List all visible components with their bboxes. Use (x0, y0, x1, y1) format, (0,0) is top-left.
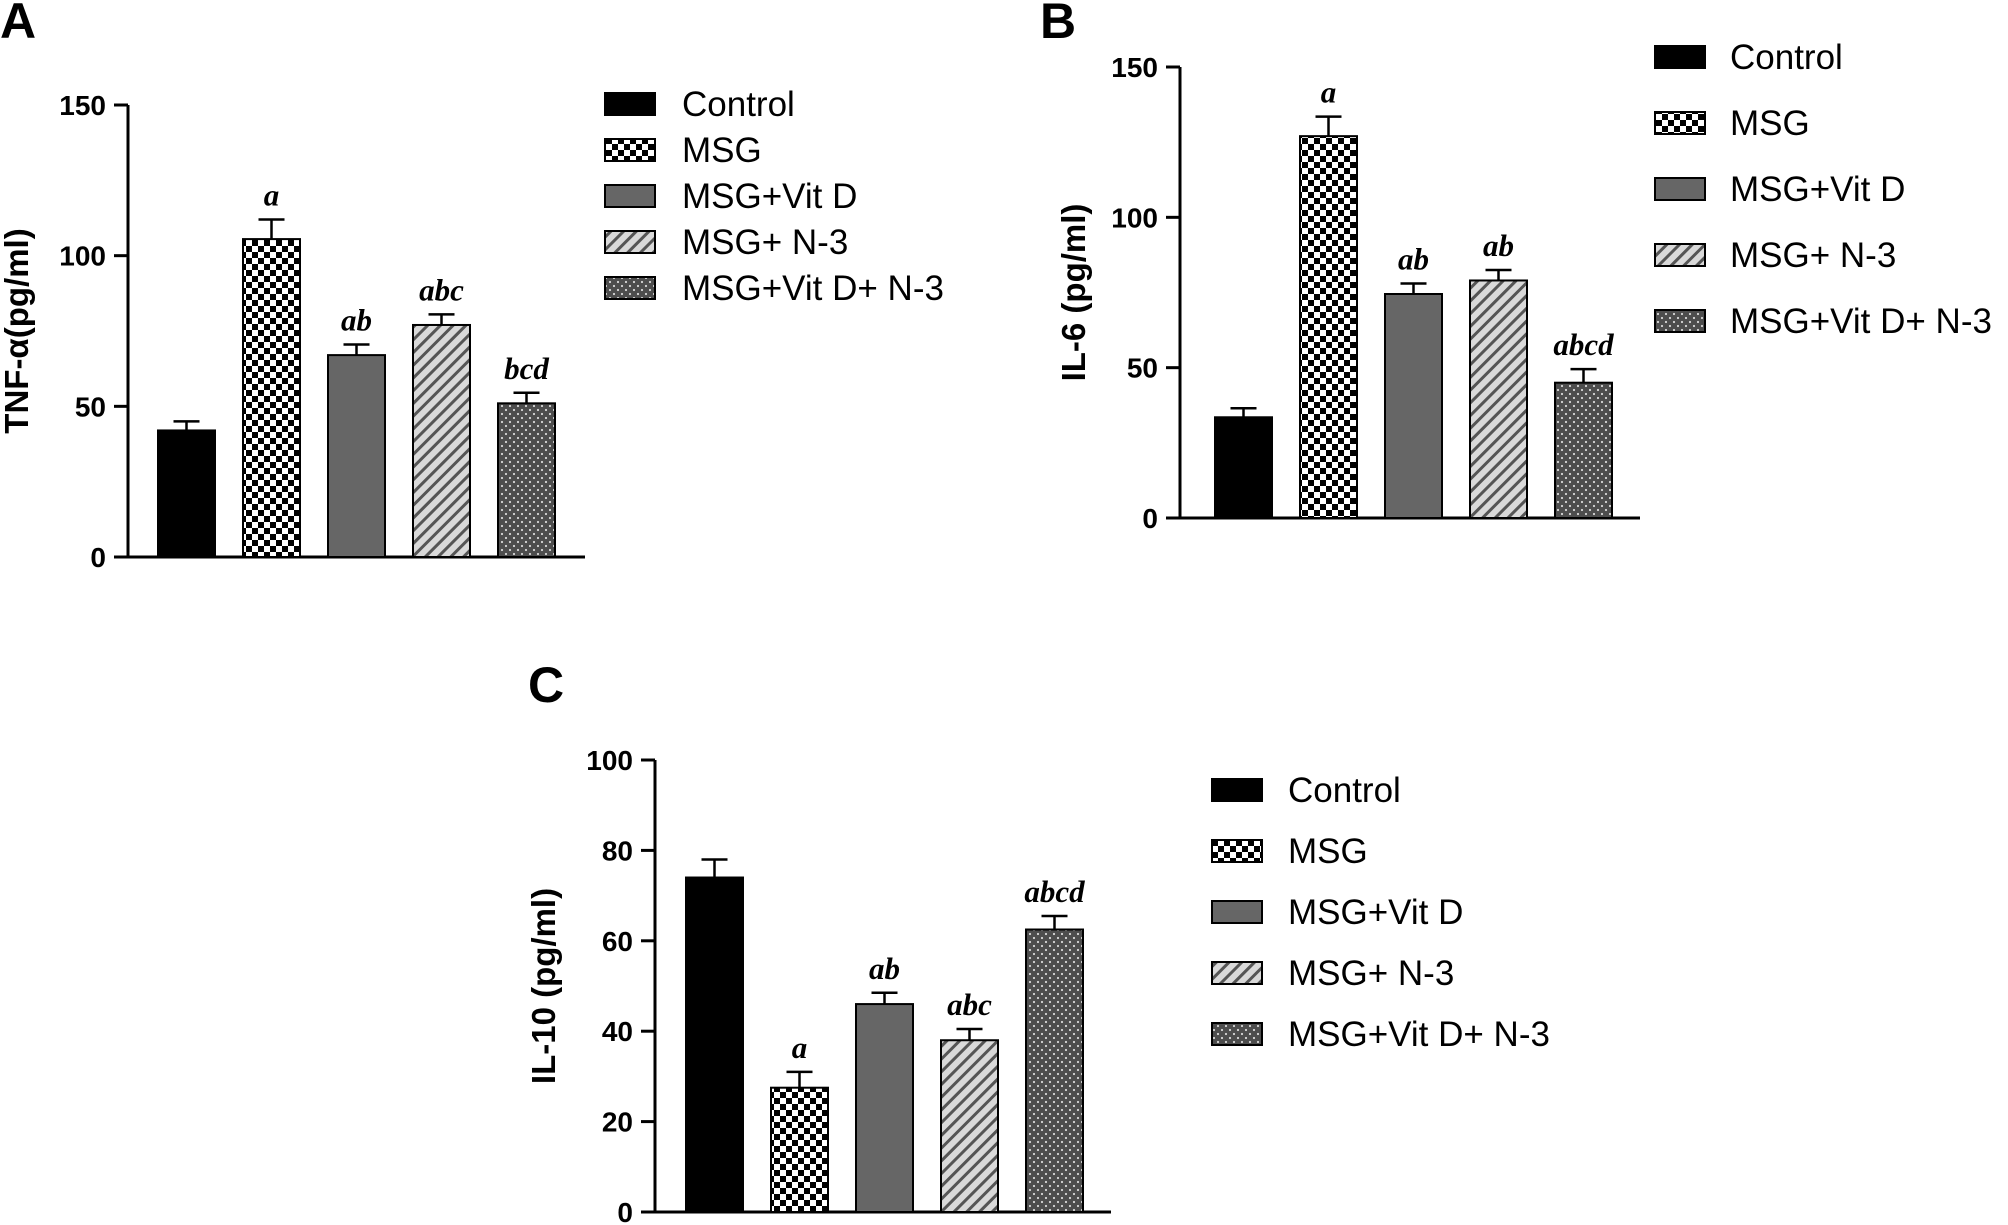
significance-label-msg-vitd-n3: abcd (1553, 327, 1614, 362)
legend-label-control: Control (1288, 771, 1401, 810)
bar-msg-vitd-n3 (1554, 381, 1613, 520)
y-tick-label: 40 (602, 1016, 633, 1047)
legend-swatch-msg-vitd-n3 (604, 276, 656, 300)
y-tick-label: 0 (1142, 503, 1158, 534)
legend-swatch-msg-vitd (604, 184, 656, 208)
legend-label-msg-vitd: MSG+Vit D (682, 177, 857, 216)
y-axis-label-b: IL-6 (pg/ml) (1055, 204, 1092, 382)
y-tick-label: 50 (1127, 353, 1158, 384)
y-tick-label: 0 (90, 542, 106, 573)
significance-label-msg: a (264, 178, 280, 213)
legend-label-msg-vitd: MSG+Vit D (1730, 170, 1905, 209)
y-tick-label: 150 (1111, 52, 1158, 83)
significance-label-msg-vitd: ab (869, 951, 900, 986)
y-tick-label: 100 (586, 745, 633, 776)
significance-label-msg-n3: abc (419, 272, 464, 307)
bar-msg-vitd (327, 354, 386, 558)
bar-msg (1299, 135, 1358, 520)
bar-msg-n3 (412, 323, 471, 558)
bar-msg-n3 (1469, 279, 1528, 519)
legend-label-msg-vitd-n3: MSG+Vit D+ N-3 (1288, 1015, 1550, 1054)
panel-letter-a: A (0, 0, 36, 49)
legend-swatch-msg (1654, 111, 1706, 135)
legend-swatch-msg-n3 (1211, 961, 1263, 985)
legend-swatch-msg-n3 (604, 230, 656, 254)
bar-control (1214, 416, 1273, 520)
significance-label-msg-n3: ab (1483, 228, 1514, 263)
legend-label-msg-vitd-n3: MSG+Vit D+ N-3 (1730, 302, 1992, 341)
significance-label-msg-n3: abc (947, 987, 992, 1022)
legend-swatch-msg (1211, 839, 1263, 863)
y-tick-label: 150 (59, 90, 106, 121)
y-axis-label-c: IL-10 (pg/ml) (525, 888, 562, 1084)
legend-label-msg-n3: MSG+ N-3 (1288, 954, 1454, 993)
significance-label-msg-vitd-n3: bcd (504, 351, 549, 386)
legend-label-msg: MSG (1730, 104, 1810, 143)
y-tick-label: 100 (59, 241, 106, 272)
legend-swatch-msg-n3 (1654, 243, 1706, 267)
legend-label-msg: MSG (1288, 832, 1368, 871)
y-axis-label-a: TNF-α(pg/ml) (0, 228, 35, 433)
legend-b: Control MSG MSG+Vit D MSG+ N-3 MSG+Vit D+ N-… (1654, 38, 1992, 341)
legend-label-msg-n3: MSG+ N-3 (1730, 236, 1896, 275)
bar-msg (242, 238, 301, 559)
legend-swatch-msg (604, 138, 656, 162)
legend-label-control: Control (1730, 38, 1843, 77)
legend-swatch-msg-vitd-n3 (1654, 309, 1706, 333)
significance-label-msg-vitd-n3: abcd (1024, 874, 1085, 909)
legend-swatch-msg-vitd (1211, 900, 1263, 924)
legend-label-control: Control (682, 85, 795, 124)
legend-swatch-control (1654, 45, 1706, 69)
y-tick-label: 50 (75, 391, 106, 422)
significance-label-msg: a (792, 1030, 808, 1065)
panel-c: C IL-10 (pg/ml) 0 20 40 60 80 100 a ab abc abcd Co… (525, 657, 1550, 1225)
significance-label-msg-vitd: ab (1398, 241, 1429, 276)
panel-a: A TNF-α(pg/ml) 0 50 100 150 a ab abc bcd Control… (0, 0, 944, 573)
legend-a: Control MSG MSG+Vit D MSG+ N-3 MSG+Vit D+ N-… (604, 85, 944, 308)
legend-swatch-control (1211, 778, 1263, 802)
bar-msg-vitd (1384, 293, 1443, 519)
bar-msg-vitd-n3 (497, 402, 556, 558)
y-tick-label: 100 (1111, 202, 1158, 233)
legend-label-msg-vitd: MSG+Vit D (1288, 893, 1463, 932)
y-tick-label: 0 (617, 1197, 633, 1225)
legend-swatch-msg-vitd-n3 (1211, 1022, 1263, 1046)
panel-letter-b: B (1040, 0, 1076, 49)
legend-label-msg-vitd-n3: MSG+Vit D+ N-3 (682, 269, 944, 308)
legend-label-msg-n3: MSG+ N-3 (682, 223, 848, 262)
bar-control (685, 876, 744, 1214)
bar-msg-vitd-n3 (1025, 928, 1084, 1213)
bar-msg-vitd (855, 1003, 914, 1214)
legend-label-msg: MSG (682, 131, 762, 170)
y-tick-label: 80 (602, 835, 633, 866)
panel-b: B IL-6 (pg/ml) 0 50 100 150 a ab ab abcd Control… (1040, 0, 1992, 534)
legend-c: Control MSG MSG+Vit D MSG+ N-3 MSG+Vit D+ N-… (1211, 771, 1550, 1054)
bar-msg-n3 (940, 1039, 999, 1213)
significance-label-msg: a (1321, 75, 1337, 110)
legend-swatch-control (604, 92, 656, 116)
significance-label-msg-vitd: ab (341, 303, 372, 338)
bar-msg (770, 1086, 829, 1213)
legend-swatch-msg-vitd (1654, 177, 1706, 201)
y-tick-label: 20 (602, 1107, 633, 1138)
y-tick-label: 60 (602, 926, 633, 957)
bar-control (157, 429, 216, 558)
panel-letter-c: C (528, 657, 564, 713)
